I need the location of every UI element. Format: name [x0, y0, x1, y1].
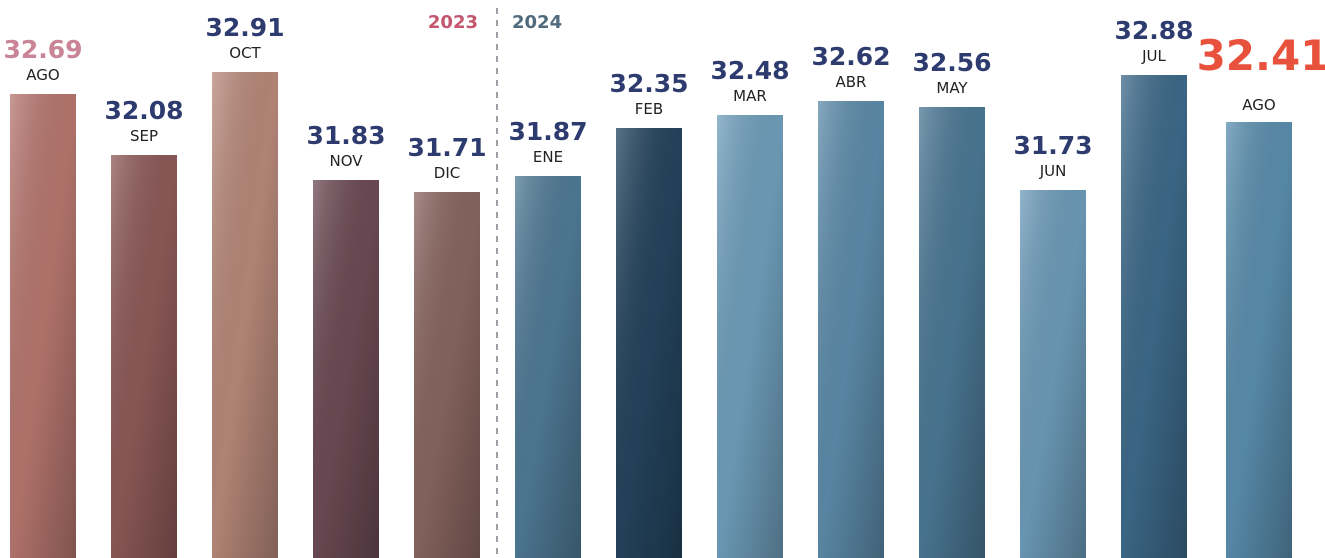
value-label: 32.08 — [104, 96, 183, 125]
x-tick-label: AGO — [1242, 96, 1275, 114]
value-label: 32.48 — [710, 56, 789, 85]
value-label: 32.62 — [811, 42, 890, 71]
bar-shade — [1226, 122, 1292, 558]
bar-shade — [313, 180, 379, 558]
x-tick-label: OCT — [229, 44, 261, 62]
x-tick-label: DIC — [434, 164, 460, 182]
x-tick-label: MAR — [733, 87, 767, 105]
bar-shade — [10, 94, 76, 558]
year-label: 2023 — [428, 12, 478, 33]
x-tick-label: NOV — [329, 152, 363, 170]
value-label: 31.83 — [306, 121, 385, 150]
x-tick-label: ENE — [533, 148, 563, 166]
bar-shade — [111, 155, 177, 558]
x-tick-label: FEB — [635, 100, 663, 118]
bar-shade — [818, 101, 884, 558]
x-tick-label: JUL — [1141, 47, 1166, 65]
bar-shade — [616, 128, 682, 558]
x-tick-label: ABR — [836, 73, 867, 91]
bar-shade — [1121, 75, 1187, 558]
value-label: 31.73 — [1013, 131, 1092, 160]
value-label: 32.35 — [609, 69, 688, 98]
value-label: 32.41 — [1197, 31, 1325, 80]
x-tick-label: JUN — [1039, 162, 1067, 180]
bar-shade — [1020, 190, 1086, 558]
value-label: 32.69 — [3, 35, 82, 64]
bar-shade — [919, 107, 985, 558]
x-tick-label: SEP — [130, 127, 158, 145]
value-label: 32.88 — [1114, 16, 1193, 45]
value-label: 32.56 — [912, 48, 991, 77]
x-tick-label: AGO — [26, 66, 59, 84]
bar-shade — [414, 192, 480, 558]
bar-shade — [717, 115, 783, 558]
value-label: 31.87 — [508, 117, 587, 146]
bar-shade — [515, 176, 581, 558]
x-tick-label: MAY — [936, 79, 968, 97]
value-label: 31.71 — [407, 133, 486, 162]
value-label: 32.91 — [205, 13, 284, 42]
bar-shade — [212, 72, 278, 558]
year-label: 2024 — [512, 12, 562, 33]
